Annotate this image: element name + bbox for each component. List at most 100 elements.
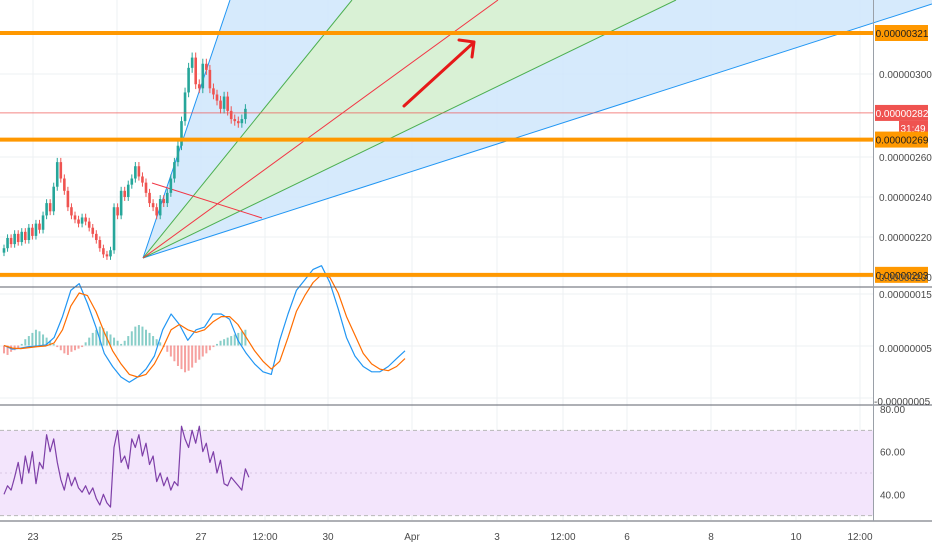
macd-histogram-bar [81,345,84,348]
macd-histogram-bar [130,331,133,346]
pane-separators[interactable] [0,0,932,522]
indicator-lines [3,265,406,508]
macd-histogram-bar [91,332,94,346]
macd-histogram-bar [56,345,59,348]
macd-histogram-bar [98,326,101,346]
candle-body [91,227,95,234]
rsi-line [3,425,250,508]
candle-body [80,217,84,224]
macd-histogram-bar [77,345,80,349]
candle-body [13,233,16,245]
macd-histogram-bar [95,329,98,346]
candle-body [16,233,20,243]
candle-body [63,178,66,191]
macd-histogram-bar [155,339,158,346]
time-axis[interactable]: 23 25 27 12:00 30 Apr 3 12:00 6 8 10 12:00 [27,532,873,543]
price-tick-label: 0.00000240 [879,193,932,204]
candle-body [162,199,166,204]
time-tick-label: 8 [708,532,714,543]
macd-histogram-bar [66,345,69,355]
candle-body [126,184,130,197]
macd-histogram-bar [208,345,211,351]
candle-body [190,57,194,68]
candle-body [73,215,77,220]
trend-arrow[interactable] [402,38,476,108]
candle-body [130,178,134,185]
countdown-label: 31:49 [900,124,925,135]
macd-histogram-bar [102,328,105,346]
macd-histogram-bar [63,345,66,354]
candle-body [180,121,183,146]
candle-body [20,231,24,243]
macd-histogram-bar [201,345,204,357]
macd-histogram-bar [120,343,123,346]
price-candles [2,52,247,260]
macd-histogram-bar [109,334,112,346]
macd-histogram-bar [52,343,55,346]
macd-histogram-bar [233,334,236,346]
candle-body [9,237,13,245]
trend-arrow-head [457,38,476,59]
macd-histogram-bar [148,332,151,346]
candle-body [151,203,155,208]
candle-body [123,190,126,197]
candle-body [55,162,59,187]
macd-histogram-bar [230,336,233,346]
macd-histogram-bar [169,345,172,357]
candle-body [212,88,215,95]
macd-histogram-bar [141,326,144,346]
candle-body [205,63,208,70]
macd-histogram-bar [74,345,76,351]
macd-histogram-bar [6,345,9,355]
candle-body [183,92,187,122]
candle-body [176,145,180,163]
candle-body [141,176,144,183]
candle-body [158,199,162,216]
candle-body [194,57,197,85]
price-tick-label: 0.00000260 [879,153,932,164]
macd-histogram-bar [237,332,240,346]
price-axis[interactable]: 0.00000321 0.00000282 31:490.00000269 0.000… [874,25,932,501]
macd-histogram-bar [159,342,162,346]
level-tag [875,131,928,148]
price-tick-label: 0.00000200 [879,273,932,284]
macd-histogram-bar [137,325,140,346]
macd-histogram-bar [134,326,137,346]
candle-body [219,100,222,109]
candle-body [112,207,116,251]
macd-histogram-bar [244,329,247,346]
macd-histogram-bar [184,345,187,373]
current-price-label: 0.00000282 [876,109,929,120]
candle-body [169,178,173,193]
macd-histogram-bar [216,343,218,346]
candle-body [84,217,87,222]
horizontal-levels[interactable] [0,31,873,277]
candle-body [166,192,169,204]
candle-body [70,207,73,216]
macd-histogram-bar [84,342,87,346]
rsi-tick-label: 40.00 [880,490,905,501]
macd-histogram-bar [27,336,30,346]
candle-body [201,63,205,89]
candle-body [173,162,176,179]
time-tick-label: 6 [624,532,630,543]
candle-body [229,110,233,120]
macd-histogram-bar [194,345,197,363]
macd-histogram-bar [191,345,194,368]
time-tick-label: Apr [404,532,420,543]
macd-line [3,265,406,383]
macd-histogram-bar [205,345,208,354]
macd-histogram-bar [198,345,201,360]
macd-histogram-bar [113,337,116,346]
fan-line-shallow [142,3,932,259]
candle-body [137,166,141,177]
current-price-tag [875,104,928,121]
macd-histogram-bar [223,339,226,346]
candle-body [87,221,91,228]
macd-histogram-bar [166,345,169,352]
gann-fan-drawing[interactable] [142,0,932,259]
candle-body [144,182,148,193]
price-tick-label: 0.00000300 [879,70,932,81]
macd-histogram-bar [176,345,179,366]
